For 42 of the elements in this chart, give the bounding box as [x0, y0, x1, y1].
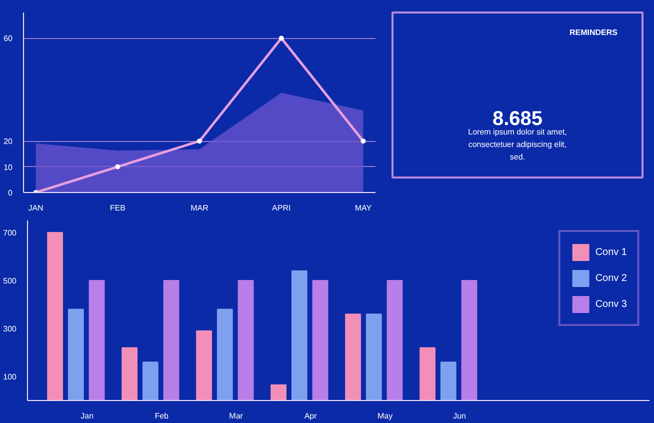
x-tick-label: Feb — [154, 412, 170, 420]
x-tick-label: Mar — [229, 412, 244, 420]
bar — [312, 280, 328, 400]
bar — [270, 384, 286, 400]
x-tick-label: Jun — [453, 412, 466, 420]
text: Lorem ipsum dolor sit amet, consectetuer adipiscing elit, sed. — [468, 127, 567, 162]
x-tick-label: MAR — [190, 204, 209, 212]
x-tick-label: APRI — [272, 204, 291, 212]
y-tick-label: 500 — [3, 276, 18, 286]
legend-label: Conv 2 — [595, 272, 627, 284]
x-tick-label: Jan — [80, 412, 94, 420]
y-tick-label: 300 — [3, 324, 18, 334]
x-tick-label: FEB — [110, 204, 126, 212]
text: REMINDERS — [569, 28, 618, 37]
x-tick-label: MAY — [354, 204, 372, 212]
bar — [163, 280, 180, 400]
x-tick-label: JAN — [28, 204, 44, 212]
bar — [88, 280, 105, 400]
bar — [47, 232, 64, 400]
bar — [345, 314, 361, 400]
y-tick-label: 100 — [3, 372, 18, 382]
bar — [122, 347, 138, 400]
bar — [420, 347, 436, 400]
y-tick-label: 700 — [3, 228, 18, 238]
bar — [68, 308, 84, 400]
bar — [196, 330, 212, 400]
y-tick-label: 0 — [8, 188, 14, 198]
bar — [366, 314, 382, 400]
y-tick-label: 10 — [4, 162, 14, 172]
bar — [386, 280, 403, 400]
bar — [291, 270, 308, 400]
bar — [216, 308, 233, 400]
x-tick-label: Apr — [304, 412, 318, 420]
y-tick-label: 60 — [4, 34, 14, 44]
bar — [440, 362, 456, 400]
y-tick-label: 20 — [4, 137, 14, 146]
bar — [461, 280, 478, 400]
legend-label: Conv 3 — [595, 298, 627, 310]
bar — [142, 362, 158, 400]
bar — [238, 280, 254, 400]
legend-label: Conv 1 — [595, 246, 627, 258]
x-tick-label: May — [378, 412, 393, 420]
